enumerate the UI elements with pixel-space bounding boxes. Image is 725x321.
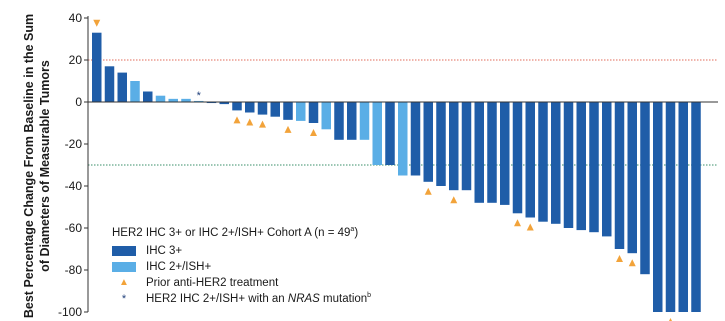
- bar: [168, 98, 178, 102]
- bars: [92, 32, 701, 312]
- y-tick-label: -60: [65, 221, 83, 235]
- legend-title: HER2 IHC 3+ or IHC 2+/ISH+ Cohort A (n =…: [112, 226, 359, 239]
- prior-treatment-marker: [310, 129, 317, 136]
- bar: [194, 100, 204, 102]
- bar: [551, 102, 561, 224]
- legend-swatch-ihc3: [112, 245, 136, 256]
- bar: [653, 102, 663, 312]
- bar: [423, 102, 433, 182]
- prior-treatment-marker: [669, 318, 672, 321]
- bar: [334, 102, 344, 140]
- prior-treatment-marker: [628, 259, 636, 267]
- bar: [372, 102, 382, 165]
- triangle-icon: ▲: [119, 277, 129, 289]
- y-axis-label-line-2: of Diameters of Measurable Tumors: [38, 60, 52, 272]
- legend-label-nras: HER2 IHC 2+/ISH+ with an NRAS mutationb: [146, 292, 372, 306]
- y-tick-label: -40: [65, 179, 83, 193]
- y-tick-label: -80: [65, 263, 83, 277]
- bar: [130, 81, 140, 102]
- bar: [155, 95, 166, 102]
- bar: [283, 102, 293, 120]
- prior-treatment-marker: [514, 219, 521, 227]
- bar: [296, 102, 306, 121]
- bar: [538, 102, 548, 222]
- bar: [232, 102, 242, 111]
- bar: [143, 91, 153, 102]
- legend: HER2 IHC 3+ or IHC 2+/ISH+ Cohort A (n =…: [112, 226, 412, 307]
- prior-treatment-marker: [233, 116, 241, 124]
- prior-treatment-marker: [616, 255, 623, 262]
- y-axis-label-line-1: Best Percentage Change From Baseline in …: [22, 14, 36, 318]
- prior-treatment-marker: [450, 196, 458, 204]
- y-tick-label: -20: [65, 137, 83, 151]
- legend-item-prior: ▲ Prior anti-HER2 treatment: [112, 275, 412, 291]
- prior-treatment-marker: [246, 118, 254, 126]
- bar: [589, 102, 599, 233]
- bar: [487, 102, 497, 203]
- bar: [640, 102, 650, 275]
- axes: [87, 16, 718, 312]
- bar: [206, 102, 217, 104]
- bar: [436, 102, 446, 186]
- legend-label-ihc2: IHC 2+/ISH+: [146, 260, 212, 273]
- bar-markers: *: [93, 19, 672, 321]
- bar: [181, 98, 191, 102]
- bar: [576, 102, 586, 231]
- bar: [602, 102, 612, 237]
- bar: [449, 102, 459, 191]
- legend-item-ihc3: IHC 3+: [112, 243, 412, 259]
- y-axis-ticks: 40 20 0 -20 -40 -60 -80 -100: [58, 11, 88, 319]
- bar: [270, 102, 280, 117]
- legend-label-ihc3: IHC 3+: [146, 244, 183, 257]
- bar: [678, 102, 688, 312]
- bar: [461, 102, 472, 191]
- bar: [691, 102, 701, 312]
- bar: [104, 66, 115, 102]
- bar: [627, 102, 637, 254]
- bar: [614, 102, 625, 249]
- bar: [525, 102, 535, 218]
- bar: [474, 102, 484, 203]
- bar: [347, 102, 357, 140]
- bar: [359, 102, 370, 140]
- y-tick-label: 0: [75, 95, 82, 109]
- asterisk-icon: *: [121, 292, 127, 305]
- nras-marker: *: [197, 90, 202, 102]
- legend-item-nras: * HER2 IHC 2+/ISH+ with an NRAS mutation…: [112, 291, 412, 307]
- bar: [219, 102, 229, 105]
- prior-treatment-marker: [93, 19, 101, 27]
- prior-treatment-marker: [424, 187, 432, 195]
- bar: [385, 102, 395, 165]
- bar: [665, 102, 676, 312]
- bar: [117, 72, 127, 102]
- bar: [245, 102, 255, 113]
- legend-label-prior: Prior anti-HER2 treatment: [146, 276, 279, 289]
- bar: [308, 102, 319, 123]
- y-axis-label: Best Percentage Change From Baseline in …: [22, 14, 52, 318]
- y-tick-label: -100: [58, 305, 82, 319]
- bar: [398, 102, 408, 176]
- bar: [257, 102, 268, 115]
- bar: [512, 102, 523, 214]
- bar: [563, 102, 574, 228]
- prior-treatment-marker: [526, 223, 534, 231]
- y-tick-label: 20: [69, 53, 83, 67]
- bar: [92, 32, 102, 103]
- bar: [500, 102, 510, 205]
- bar: [321, 102, 331, 130]
- prior-treatment-marker: [259, 120, 266, 128]
- prior-treatment-marker: [284, 125, 292, 133]
- bar: [410, 102, 421, 176]
- legend-item-ihc2: IHC 2+/ISH+: [112, 259, 412, 275]
- y-tick-label: 40: [69, 11, 83, 25]
- legend-swatch-ihc2: [112, 261, 136, 272]
